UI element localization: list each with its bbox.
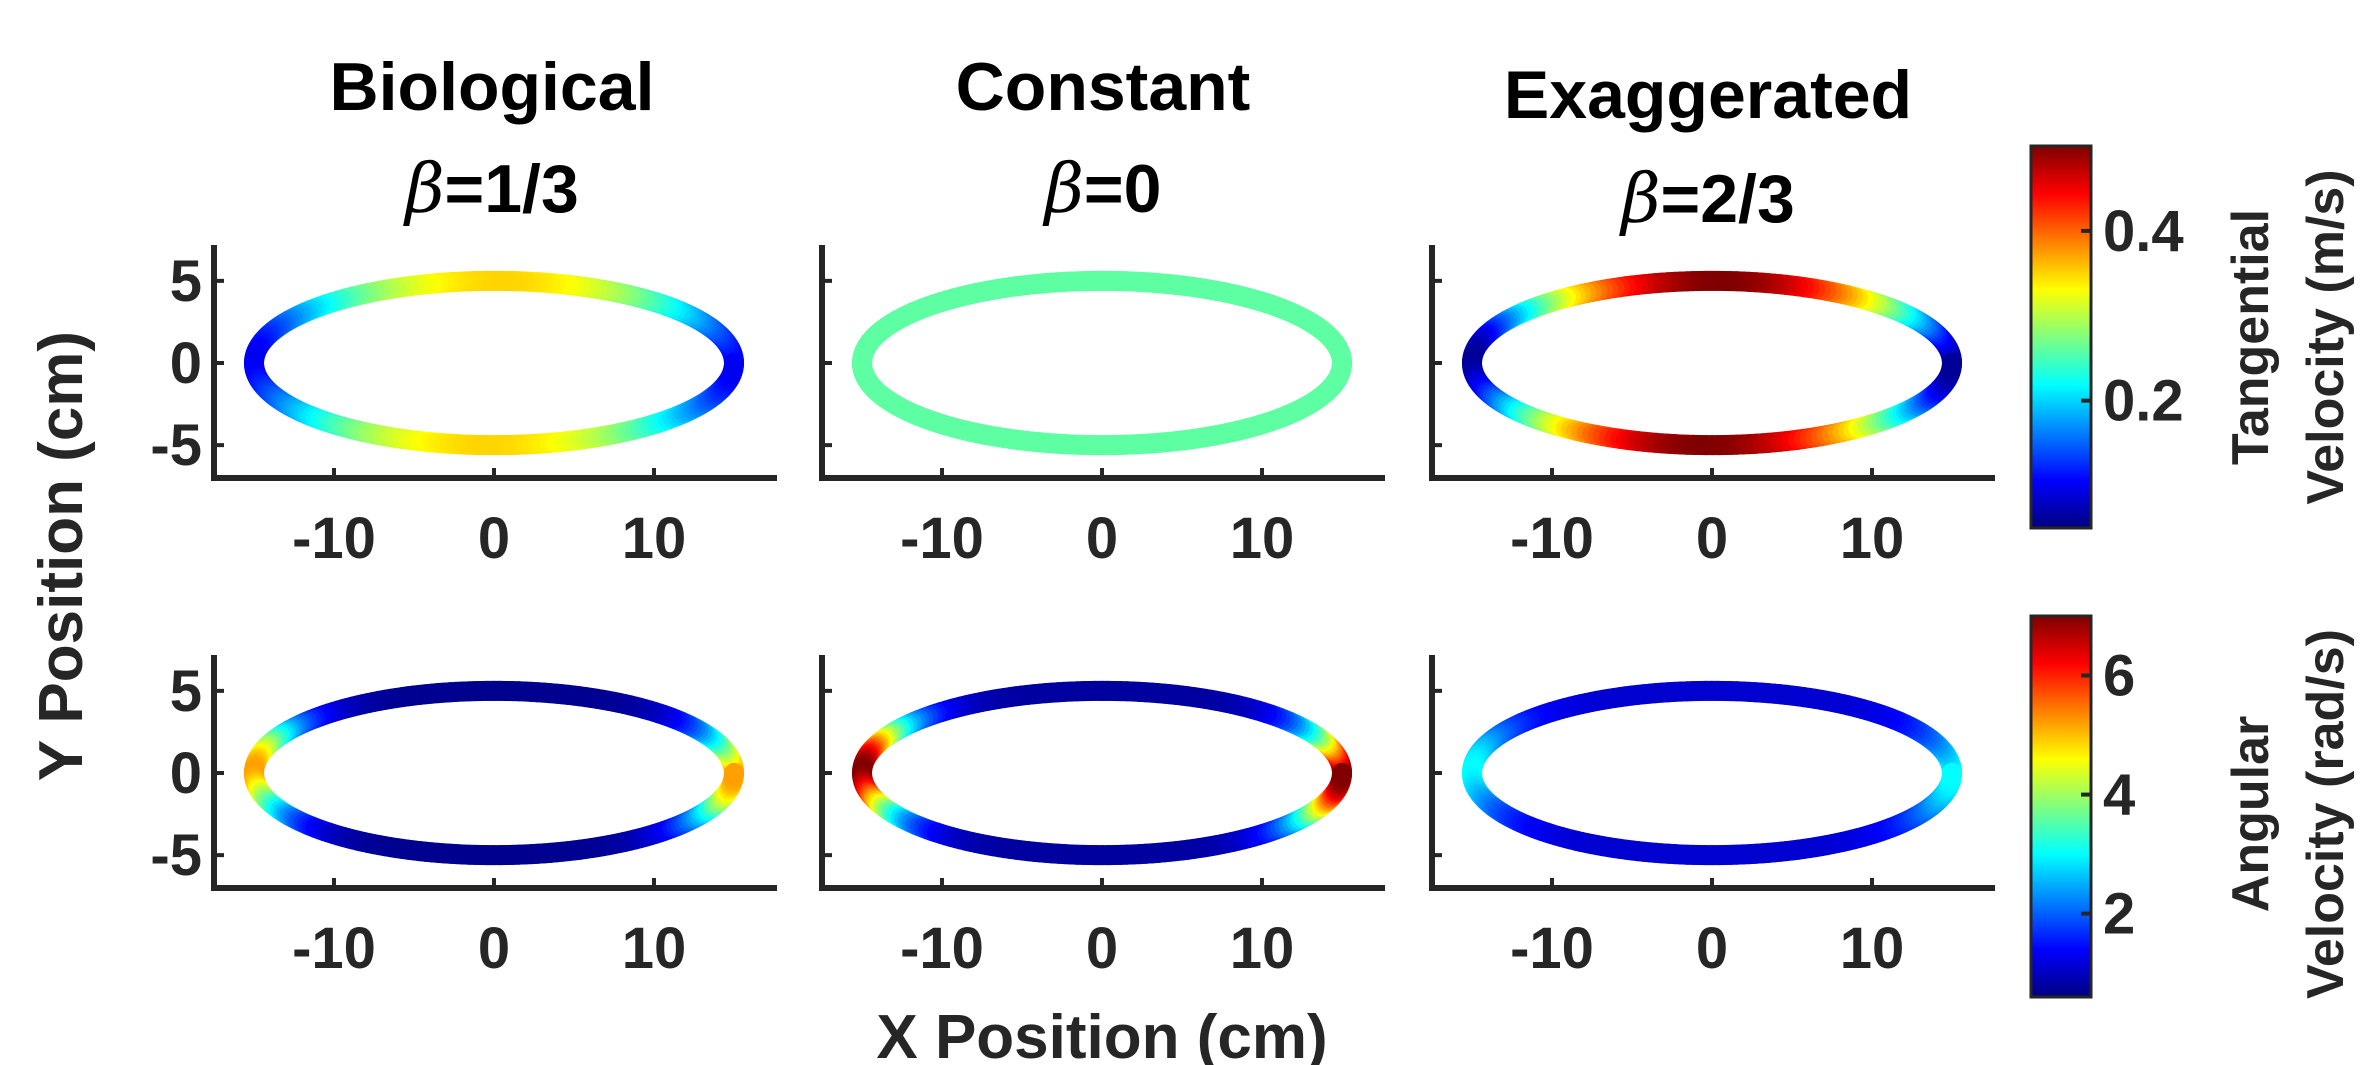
x-tick-label: 10 bbox=[1840, 506, 1905, 571]
colorbar-tangential-frame bbox=[2029, 144, 2093, 530]
col-title-biological: Biological bbox=[330, 49, 655, 125]
y-tick-label: -5 bbox=[150, 413, 202, 478]
trajectory bbox=[1462, 270, 1962, 456]
y-tick-label: 5 bbox=[170, 249, 202, 314]
beta-symbol: β bbox=[402, 150, 444, 229]
panel-tangential-constant: -10 0 10 bbox=[819, 245, 1385, 571]
colorbar-angular-ticks: 2 4 6 bbox=[2081, 644, 2135, 947]
colorbar-tangential-gradient bbox=[2031, 146, 2091, 528]
x-tick-label: 10 bbox=[1840, 916, 1905, 981]
colorbar-angular-gradient bbox=[2031, 616, 2091, 997]
colorbar-tangential-label-line2: Velocity (m/s) bbox=[2297, 169, 2355, 504]
axes-lines bbox=[819, 245, 1385, 481]
x-tick-label: 0 bbox=[1696, 506, 1728, 571]
beta-value: =0 bbox=[1084, 151, 1162, 227]
colorbar-tick-label: 0.4 bbox=[2103, 199, 2184, 264]
x-tick-label: 0 bbox=[1086, 506, 1118, 571]
colorbar-tick-label: 2 bbox=[2103, 882, 2135, 947]
x-tick-label: 0 bbox=[1696, 916, 1728, 981]
y-axis-label: Y Position (cm) bbox=[27, 331, 96, 781]
col-beta-exaggerated: β=2/3 bbox=[1618, 160, 1795, 239]
panel-angular-biological: -10 0 10 5 0 -5 bbox=[150, 655, 777, 981]
x-tick-label: -10 bbox=[900, 506, 984, 571]
x-axis-label: X Position (cm) bbox=[876, 1003, 1327, 1065]
x-tick-label: -10 bbox=[1510, 916, 1594, 981]
axes-lines bbox=[1429, 655, 1995, 891]
x-tick-label: 10 bbox=[622, 506, 687, 571]
x-tick-label: 10 bbox=[1230, 916, 1295, 981]
x-tick-label: -10 bbox=[292, 506, 376, 571]
trajectory bbox=[244, 680, 744, 866]
x-tick-label: -10 bbox=[1510, 506, 1594, 571]
col-title-exaggerated: Exaggerated bbox=[1504, 57, 1912, 133]
colorbar-angular-label-line2: Velocity (rad/s) bbox=[2297, 629, 2355, 999]
colorbar-tick-label: 4 bbox=[2103, 763, 2135, 828]
y-tick-label: 0 bbox=[170, 741, 202, 806]
colorbar-tangential-ticks: 0.2 0.4 bbox=[2081, 199, 2184, 434]
column-titles: Biological β=1/3 Constant β=0 Exaggerate… bbox=[330, 49, 1913, 239]
trajectory bbox=[1462, 680, 1962, 866]
y-tick-label: -5 bbox=[150, 823, 202, 888]
trajectory bbox=[852, 680, 1352, 866]
beta-symbol: β bbox=[1042, 150, 1084, 229]
x-tick-label: 0 bbox=[1086, 916, 1118, 981]
col-beta-constant: β=0 bbox=[1042, 150, 1162, 229]
colorbar-angular-label-line1: Angular bbox=[2222, 716, 2280, 912]
x-tick-label: 0 bbox=[478, 506, 510, 571]
trajectory bbox=[244, 270, 744, 456]
axes-lines bbox=[211, 245, 777, 481]
trajectory bbox=[852, 270, 1352, 456]
beta-symbol: β bbox=[1618, 160, 1660, 239]
colorbar-tangential: 0.2 0.4 Tangential Velocity (m/s) bbox=[2029, 144, 2355, 530]
col-beta-biological: β=1/3 bbox=[402, 150, 579, 229]
col-title-constant: Constant bbox=[956, 49, 1251, 125]
y-tick-label: 5 bbox=[170, 659, 202, 724]
y-tick-label: 0 bbox=[170, 331, 202, 396]
panel-angular-constant: -10 0 10 bbox=[819, 655, 1385, 981]
axes-lines bbox=[1429, 245, 1995, 481]
colorbar-angular-frame bbox=[2029, 614, 2093, 999]
panel-tangential-biological: -10 0 10 5 0 -5 bbox=[150, 245, 777, 571]
panel-tangential-exaggerated: -10 0 10 bbox=[1429, 245, 1995, 571]
x-tick-label: -10 bbox=[900, 916, 984, 981]
x-tick-label: 10 bbox=[622, 916, 687, 981]
axes-lines bbox=[211, 655, 777, 891]
colorbar-angular: 2 4 6 Angular Velocity (rad/s) bbox=[2029, 614, 2355, 999]
panel-angular-exaggerated: -10 0 10 bbox=[1429, 655, 1995, 981]
x-tick-label: 0 bbox=[478, 916, 510, 981]
colorbar-tangential-label-line1: Tangential bbox=[2222, 209, 2280, 465]
beta-value: =1/3 bbox=[445, 151, 579, 227]
x-tick-label: 10 bbox=[1230, 506, 1295, 571]
colorbar-tick-label: 0.2 bbox=[2103, 369, 2184, 434]
beta-value: =2/3 bbox=[1661, 161, 1795, 237]
x-tick-label: -10 bbox=[292, 916, 376, 981]
colorbar-tick-label: 6 bbox=[2103, 644, 2135, 709]
axes-lines bbox=[819, 655, 1385, 891]
